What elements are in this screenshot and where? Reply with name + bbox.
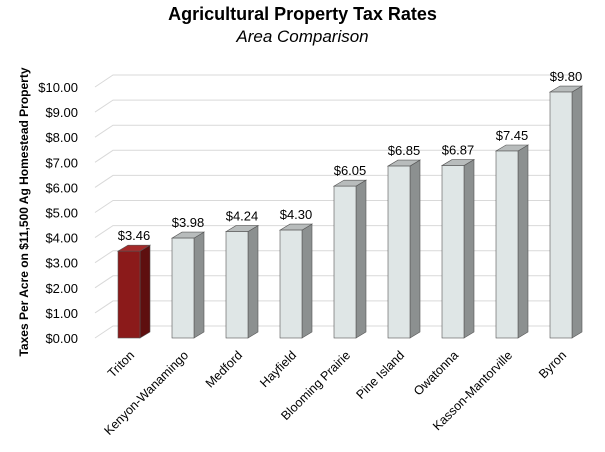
data-label: $4.24 <box>226 209 259 224</box>
gridline <box>94 99 582 113</box>
gridline <box>94 124 582 138</box>
data-label: $7.45 <box>496 128 529 143</box>
bar <box>278 223 314 339</box>
bar-front <box>387 165 411 339</box>
gridline <box>94 275 582 289</box>
bar-front <box>441 165 465 339</box>
data-label: $6.85 <box>388 143 421 158</box>
bar <box>494 144 530 339</box>
x-tick-label: Owatonna <box>411 348 461 398</box>
bar-side <box>139 244 151 339</box>
y-tick-label: $6.00 <box>45 180 78 195</box>
bar-side <box>517 144 529 339</box>
gridline <box>94 225 582 239</box>
x-tick-label: Triton <box>105 348 137 380</box>
bar <box>386 159 422 339</box>
bar <box>440 159 476 339</box>
y-tick-label: $10.00 <box>38 80 78 95</box>
bar <box>332 179 368 339</box>
y-tick-label: $5.00 <box>45 206 78 221</box>
data-label: $9.80 <box>550 69 583 84</box>
bar-side <box>463 159 475 339</box>
x-tick-label: Hayfield <box>257 348 299 390</box>
y-tick-label: $1.00 <box>45 306 78 321</box>
bar-front <box>225 231 249 339</box>
bar <box>116 244 152 339</box>
bar <box>548 85 584 339</box>
y-tick-label: $2.00 <box>45 281 78 296</box>
gridline <box>94 250 582 264</box>
y-tick-label: $8.00 <box>45 130 78 145</box>
y-tick-label: $0.00 <box>45 331 78 346</box>
chart-title: Agricultural Property Tax Rates <box>168 4 437 24</box>
bar <box>224 225 260 339</box>
bar-front <box>333 185 357 339</box>
data-label: $6.05 <box>334 163 367 178</box>
y-tick-label: $4.00 <box>45 231 78 246</box>
x-tick-label: Medford <box>203 348 245 390</box>
x-tick-label: Pine Island <box>353 348 407 402</box>
gridline <box>94 200 582 213</box>
bar-front <box>171 237 195 339</box>
bar-side <box>355 179 367 339</box>
bar-side <box>409 159 421 339</box>
gridline <box>94 325 582 339</box>
data-label: $6.87 <box>442 143 475 158</box>
bar-side <box>571 85 583 339</box>
bar-front <box>495 150 519 339</box>
data-label: $4.30 <box>280 207 313 222</box>
bar-side <box>301 223 313 339</box>
bar-side <box>193 231 205 339</box>
gridline <box>94 74 582 88</box>
bar-front <box>549 91 573 339</box>
bar-front <box>117 250 141 339</box>
bar <box>170 231 206 339</box>
bar-side <box>247 225 259 339</box>
gridline <box>94 149 582 163</box>
y-tick-label: $3.00 <box>45 256 78 271</box>
y-tick-label: $9.00 <box>45 105 78 120</box>
y-tick-label: $7.00 <box>45 155 78 170</box>
chart-subtitle: Area Comparison <box>236 27 369 46</box>
data-label: $3.98 <box>172 215 205 230</box>
gridline <box>94 174 582 188</box>
data-label: $3.46 <box>118 228 151 243</box>
y-axis-label: Taxes Per Acre on $11,500 Ag Homestead P… <box>17 67 31 356</box>
gridline <box>94 300 582 314</box>
x-tick-label: Byron <box>536 348 569 381</box>
bar-front <box>279 229 303 339</box>
